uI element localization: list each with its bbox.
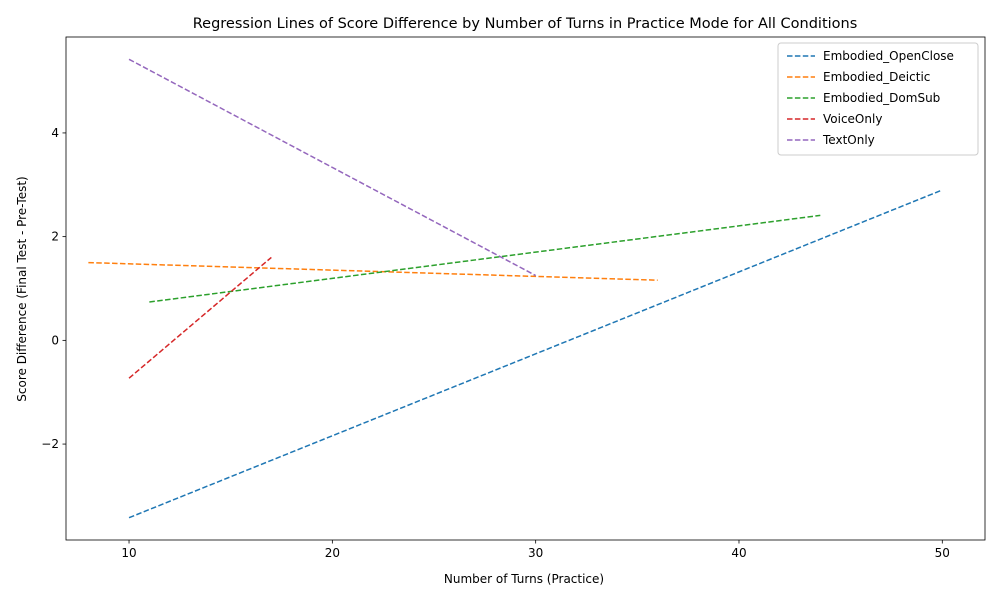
x-tick-label: 30 — [528, 546, 543, 560]
plot-frame — [65, 36, 986, 541]
y-tick-label: 4 — [51, 126, 59, 140]
y-tick-label: 2 — [51, 230, 59, 244]
x-tick-label: 10 — [121, 546, 136, 560]
legend: Embodied_OpenClose Embodied_Deictic Embodi… — [777, 42, 979, 156]
legend-entry: TextOnly — [822, 133, 875, 147]
legend-box — [777, 42, 979, 156]
x-axis: 10 20 30 40 50 — [121, 540, 950, 560]
y-axis: −2 0 2 4 — [41, 126, 66, 451]
legend-entry: VoiceOnly — [823, 112, 882, 126]
series-line-embodied-deictic — [88, 261, 658, 281]
series-line-voiceonly — [128, 256, 272, 379]
x-axis-label: Number of Turns (Practice) — [444, 572, 604, 586]
chart-title: Regression Lines of Score Difference by … — [193, 16, 858, 32]
legend-entry: Embodied_DomSub — [823, 91, 940, 105]
plot-area — [65, 36, 986, 541]
legend-entry: Embodied_OpenClose — [823, 49, 954, 63]
y-tick-label: 0 — [51, 333, 59, 347]
series-line-textonly — [128, 58, 537, 277]
y-tick-label: −2 — [41, 437, 59, 451]
x-tick-label: 50 — [935, 546, 950, 560]
legend-entry: Embodied_Deictic — [823, 70, 930, 84]
series-line-embodied-openclose — [128, 189, 943, 519]
series-line-embodied-domsub — [149, 214, 821, 303]
x-tick-label: 20 — [325, 546, 340, 560]
x-tick-label: 40 — [731, 546, 746, 560]
y-axis-label: Score Difference (Final Test - Pre-Test) — [15, 176, 29, 401]
